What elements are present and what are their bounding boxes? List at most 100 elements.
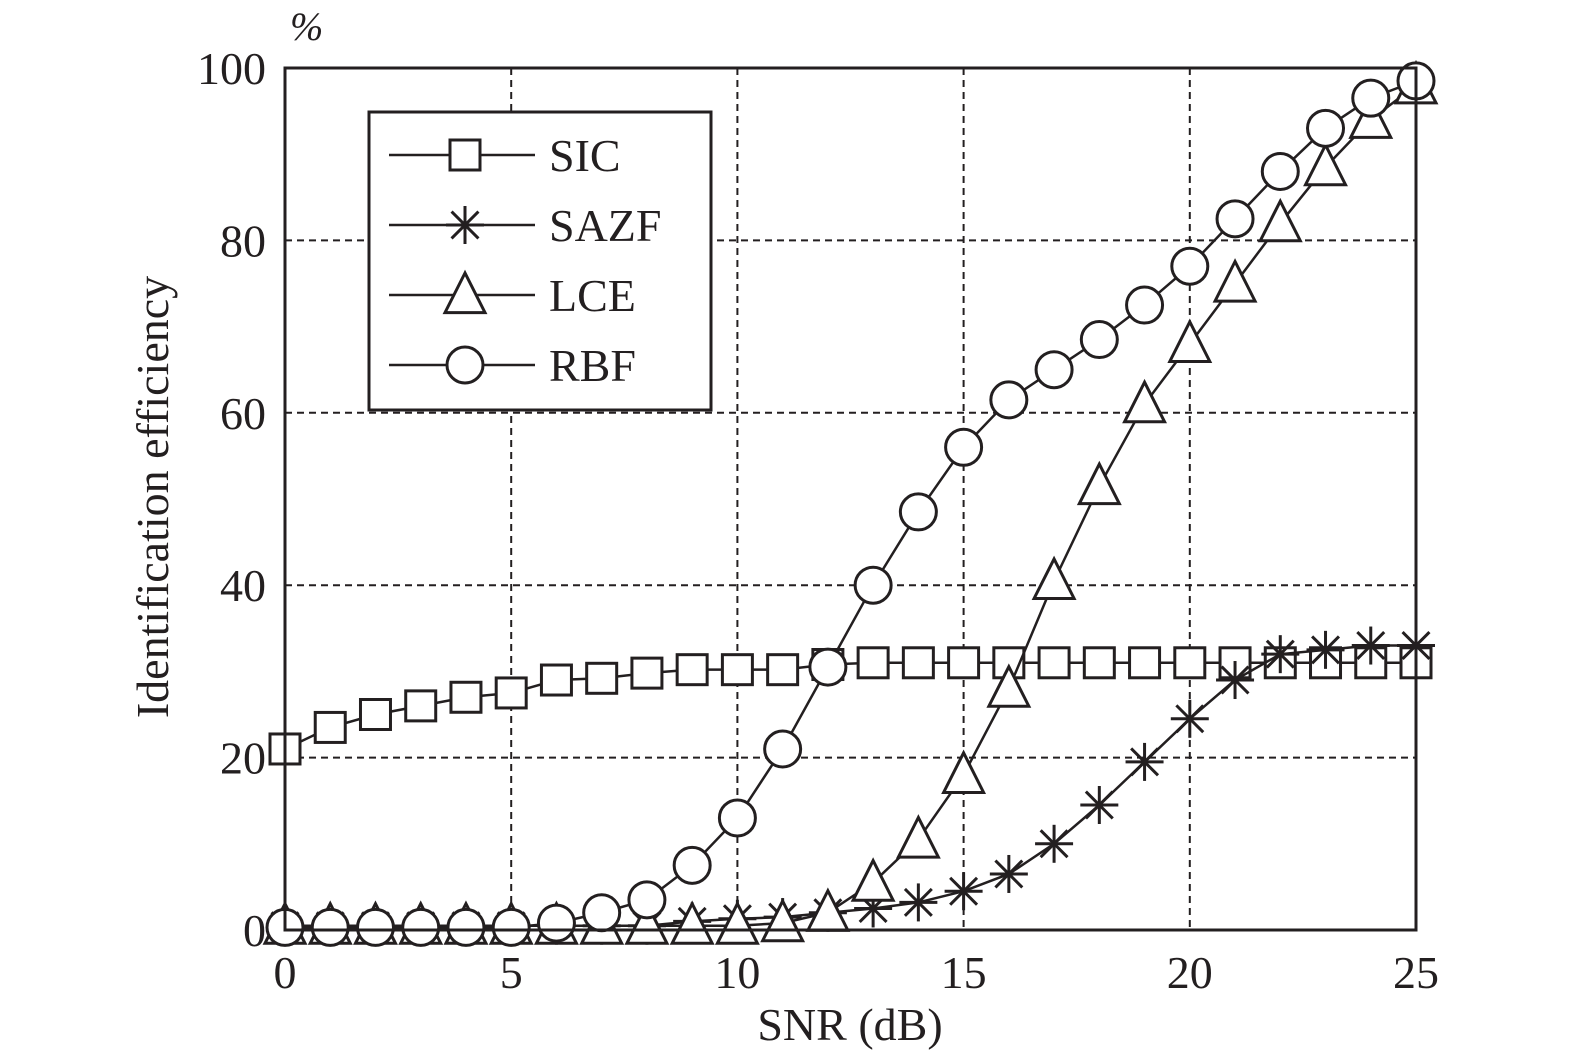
legend-label: SIC (549, 130, 621, 181)
data-point-rbf (808, 647, 848, 687)
data-point-rbf (989, 380, 1029, 420)
legend-item-sic: SIC (389, 130, 621, 181)
x-tick-label: 5 (500, 947, 523, 998)
data-point-lce (1122, 378, 1167, 424)
y-tick-label: 40 (220, 560, 266, 611)
y-tick-label: 20 (220, 733, 266, 784)
data-point-lce (1167, 318, 1213, 363)
data-point-rbf (763, 729, 803, 769)
data-point-rbf (1170, 246, 1210, 286)
data-point-lce (1076, 460, 1122, 506)
y-tick-label: 80 (220, 215, 266, 266)
data-point-rbf (672, 845, 712, 885)
data-point-sic (766, 653, 800, 687)
x-tick-label: 10 (714, 947, 760, 998)
data-point-rbf (355, 907, 395, 947)
data-point-rbf (944, 427, 984, 467)
data-point-sic (901, 646, 935, 680)
data-point-rbf (1260, 151, 1300, 191)
x-axis-title: SNR (dB) (757, 999, 942, 1050)
data-point-sic (630, 656, 664, 690)
data-point-lce (850, 857, 896, 902)
data-point-rbf (717, 798, 757, 838)
data-point-lce (714, 900, 760, 945)
data-point-lce (986, 663, 1032, 708)
legend-marker-rbf (445, 345, 485, 385)
legend-box (367, 110, 713, 412)
legend: SIC SAZF LCE RBF (367, 110, 713, 412)
x-tick-label: 15 (941, 947, 987, 998)
y-tick-label: 60 (220, 388, 266, 439)
legend-marker-sic (448, 138, 482, 172)
legend-item-sazf: SAZF (389, 200, 661, 251)
data-point-rbf (1034, 350, 1074, 390)
y-tick-label: 100 (197, 43, 266, 94)
legend-marker-lce (442, 269, 488, 315)
y-unit-label: % (290, 4, 323, 49)
data-point-rbf (491, 907, 531, 947)
data-point-rbf (582, 893, 622, 933)
data-point-lce (624, 900, 670, 945)
data-point-lce (895, 814, 941, 859)
data-point-rbf (853, 565, 893, 605)
axes: 0 5 10 15 20 25 0 20 40 60 80 100 (197, 43, 1439, 998)
x-tick-label: 25 (1393, 947, 1439, 998)
data-point-rbf (446, 907, 486, 947)
plot-area-frame (283, 66, 1418, 932)
data-point-lce (1257, 197, 1303, 243)
x-tick-label: 20 (1167, 947, 1213, 998)
data-point-sic (313, 710, 347, 744)
data-point-sic (856, 646, 890, 680)
data-point-rbf (1215, 199, 1255, 239)
data-point-sazf (1170, 699, 1209, 738)
data-point-sazf (1261, 635, 1300, 674)
data-point-sic (449, 680, 483, 714)
data-point-rbf (1306, 108, 1346, 148)
y-tick-label: 0 (243, 905, 266, 956)
data-point-sic (1082, 646, 1116, 680)
data-point-sazf (1351, 626, 1390, 665)
data-point-lce (941, 749, 987, 794)
legend-label: LCE (549, 270, 636, 321)
legend-item-rbf: RBF (389, 340, 636, 391)
data-point-sic (585, 661, 619, 695)
legend-marker-sazf (446, 206, 484, 244)
legend-label: RBF (549, 340, 636, 391)
data-point-sazf (1035, 824, 1074, 863)
grid-lines (285, 68, 1416, 930)
x-tick-label: 0 (274, 947, 297, 998)
data-point-rbf (401, 907, 441, 947)
data-point-sazf (989, 854, 1028, 893)
data-point-sazf (1306, 630, 1345, 669)
data-point-rbf (1351, 78, 1391, 118)
series-rbf (265, 61, 1436, 947)
y-axis-title: Identification efficiency (127, 276, 178, 718)
series-sic (268, 646, 1433, 766)
data-point-sic (947, 646, 981, 680)
data-point-rbf (627, 880, 667, 920)
data-point-sic (1173, 646, 1207, 680)
data-point-sic (404, 689, 438, 723)
data-point-lce (1303, 141, 1348, 187)
data-point-sic (539, 663, 573, 697)
data-point-rbf (1125, 285, 1165, 325)
data-point-sazf (1080, 786, 1119, 825)
data-point-lce (669, 900, 715, 945)
legend-label: SAZF (549, 200, 661, 251)
data-point-lce (1212, 258, 1258, 303)
data-point-sic (1037, 646, 1071, 680)
data-point-sazf (899, 883, 938, 922)
data-point-sic (358, 698, 392, 731)
data-point-sazf (1216, 661, 1255, 700)
data-point-rbf (1079, 320, 1119, 360)
data-point-rbf (310, 907, 350, 947)
data-point-sazf (944, 872, 983, 911)
data-point-sic (675, 653, 709, 687)
data-point-sic (1128, 646, 1162, 680)
data-point-sazf (1125, 742, 1164, 781)
legend-item-lce: LCE (389, 269, 636, 321)
series-layer (262, 59, 1439, 947)
data-point-rbf (898, 492, 938, 532)
data-point-sic (494, 676, 528, 710)
